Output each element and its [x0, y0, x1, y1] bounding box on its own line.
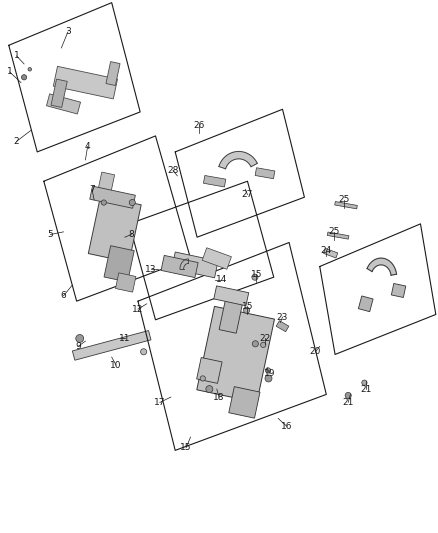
- Text: 15: 15: [180, 443, 192, 452]
- Bar: [276, 321, 289, 332]
- Circle shape: [261, 342, 266, 348]
- Circle shape: [252, 341, 258, 347]
- Text: 28: 28: [167, 166, 179, 175]
- Bar: [229, 386, 260, 418]
- Bar: [72, 330, 151, 360]
- Text: 9: 9: [75, 342, 81, 351]
- Circle shape: [265, 375, 272, 382]
- Text: 18: 18: [213, 393, 225, 401]
- Text: 1: 1: [14, 52, 20, 60]
- Text: 13: 13: [145, 265, 157, 273]
- Text: 24: 24: [321, 246, 332, 255]
- Circle shape: [129, 199, 135, 206]
- Bar: [116, 273, 136, 292]
- Polygon shape: [219, 151, 257, 169]
- Bar: [327, 232, 349, 239]
- Circle shape: [265, 368, 271, 373]
- Circle shape: [252, 274, 258, 280]
- Text: 14: 14: [215, 276, 227, 284]
- Circle shape: [21, 75, 27, 80]
- Circle shape: [244, 307, 250, 313]
- Text: 11: 11: [119, 334, 131, 343]
- Bar: [203, 175, 226, 187]
- Bar: [358, 296, 373, 312]
- Polygon shape: [367, 258, 396, 275]
- Bar: [90, 186, 135, 208]
- Bar: [335, 201, 357, 209]
- Text: 3: 3: [65, 28, 71, 36]
- Text: 2: 2: [14, 137, 19, 146]
- Text: 25: 25: [328, 228, 339, 236]
- Text: 22: 22: [259, 334, 271, 343]
- Circle shape: [362, 380, 367, 385]
- Bar: [46, 94, 81, 114]
- Circle shape: [76, 335, 84, 342]
- Polygon shape: [180, 259, 188, 269]
- Text: 5: 5: [47, 230, 53, 239]
- Circle shape: [200, 376, 205, 381]
- Text: 27: 27: [242, 190, 253, 199]
- Text: 10: 10: [110, 361, 122, 369]
- Text: 26: 26: [194, 121, 205, 130]
- Text: 1: 1: [7, 68, 13, 76]
- Bar: [197, 358, 222, 383]
- Text: 17: 17: [154, 398, 166, 407]
- Text: 19: 19: [264, 369, 275, 377]
- Text: 23: 23: [277, 313, 288, 321]
- Bar: [214, 286, 249, 306]
- Text: 16: 16: [281, 422, 293, 431]
- Circle shape: [141, 349, 147, 355]
- Text: 20: 20: [310, 348, 321, 356]
- Text: 6: 6: [60, 292, 67, 300]
- Bar: [202, 248, 231, 269]
- Text: 4: 4: [85, 142, 90, 151]
- Bar: [172, 252, 218, 278]
- Text: 12: 12: [132, 305, 144, 313]
- Circle shape: [345, 392, 351, 399]
- Text: 15: 15: [242, 302, 253, 311]
- Text: 7: 7: [89, 185, 95, 193]
- Text: 8: 8: [128, 230, 134, 239]
- Bar: [392, 284, 406, 297]
- Circle shape: [206, 385, 213, 393]
- Text: 25: 25: [338, 196, 350, 204]
- Bar: [197, 306, 275, 402]
- Bar: [219, 296, 244, 333]
- Bar: [97, 172, 115, 196]
- Text: 21: 21: [360, 385, 371, 393]
- Bar: [161, 255, 198, 278]
- Text: 21: 21: [343, 398, 354, 407]
- Bar: [51, 79, 67, 108]
- Bar: [104, 246, 134, 282]
- Bar: [106, 62, 120, 85]
- Text: 15: 15: [251, 270, 262, 279]
- Bar: [53, 66, 117, 99]
- Bar: [255, 168, 275, 179]
- Bar: [324, 248, 338, 258]
- Bar: [88, 196, 141, 262]
- Circle shape: [101, 200, 106, 205]
- Circle shape: [28, 68, 32, 71]
